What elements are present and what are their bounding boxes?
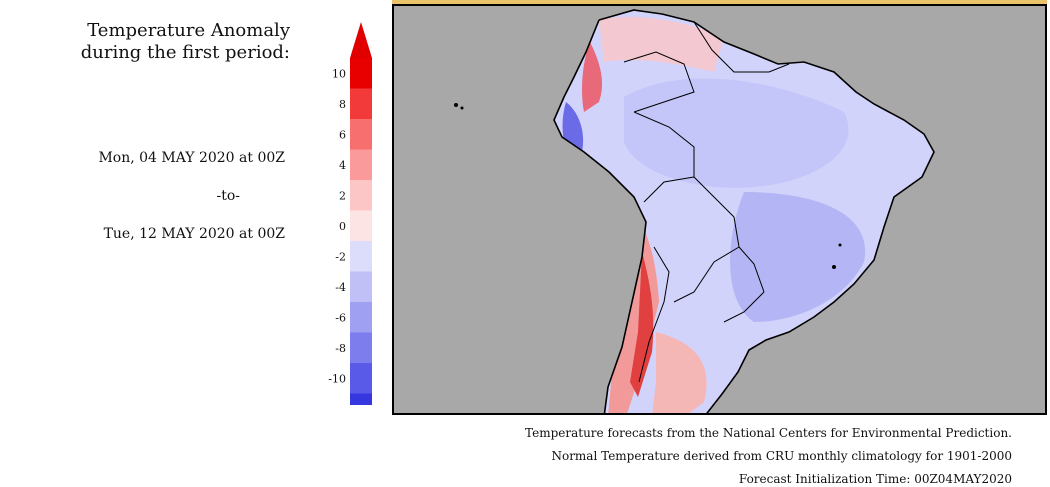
south-america-anomaly-map-icon xyxy=(394,2,1045,413)
footer-line-2: Normal Temperature derived from CRU mont… xyxy=(551,449,1012,463)
footer-line-3: Forecast Initialization Time: 00Z04MAY20… xyxy=(738,472,1012,486)
colorbar-tick-label: -2 xyxy=(335,250,346,263)
period-start: Mon, 04 MAY 2020 at 00Z xyxy=(98,150,285,166)
colorbar-segment xyxy=(350,210,372,242)
colorbar-segment xyxy=(350,363,372,394)
colorbar-segment xyxy=(350,58,372,89)
colorbar-segment xyxy=(350,271,372,303)
colorbar-tick-label: -6 xyxy=(335,311,346,324)
colorbar-tick-label: -4 xyxy=(335,281,346,294)
colorbar-tick-label: -10 xyxy=(328,372,346,385)
colorbar-tick-label: 0 xyxy=(339,220,346,233)
colorbar-tick-label: 8 xyxy=(339,98,346,111)
colorbar-segment xyxy=(350,180,372,211)
colorbar-tick-label: 2 xyxy=(339,189,346,202)
title-line-1: Temperature Anomaly xyxy=(87,20,290,41)
colorbar-arrow-warm xyxy=(350,22,372,58)
colorbar-segment xyxy=(350,119,372,150)
colorbar-segment xyxy=(350,88,372,120)
colorbar-graphic: 10 8 6 4 2 0 -2 -4 -6 -8 -10 xyxy=(328,22,372,458)
colorbar-segment xyxy=(350,393,372,425)
title-line-2: during the first period: xyxy=(80,42,290,63)
map-top-strip xyxy=(392,0,1047,6)
colorbar-segment xyxy=(350,241,372,272)
period-end: Tue, 12 MAY 2020 at 00Z xyxy=(103,226,285,242)
footer-line-1: Temperature forecasts from the National … xyxy=(525,426,1012,440)
colorbar-segment xyxy=(350,149,372,181)
colorbar-tick-label: 4 xyxy=(339,159,346,172)
colorbar-tick-label: 6 xyxy=(339,128,346,141)
colorbar-tick-label: 10 xyxy=(332,67,346,80)
colorbar-segment xyxy=(350,302,372,333)
anomaly-map xyxy=(392,0,1047,415)
period-separator: -to- xyxy=(216,188,240,204)
colorbar-legend: 10 8 6 4 2 0 -2 -4 -6 -8 -10 xyxy=(320,20,390,458)
colorbar-segment xyxy=(350,332,372,364)
map-title: Temperature Anomaly during the first per… xyxy=(40,20,290,64)
colorbar-tick-label: -8 xyxy=(335,342,346,355)
